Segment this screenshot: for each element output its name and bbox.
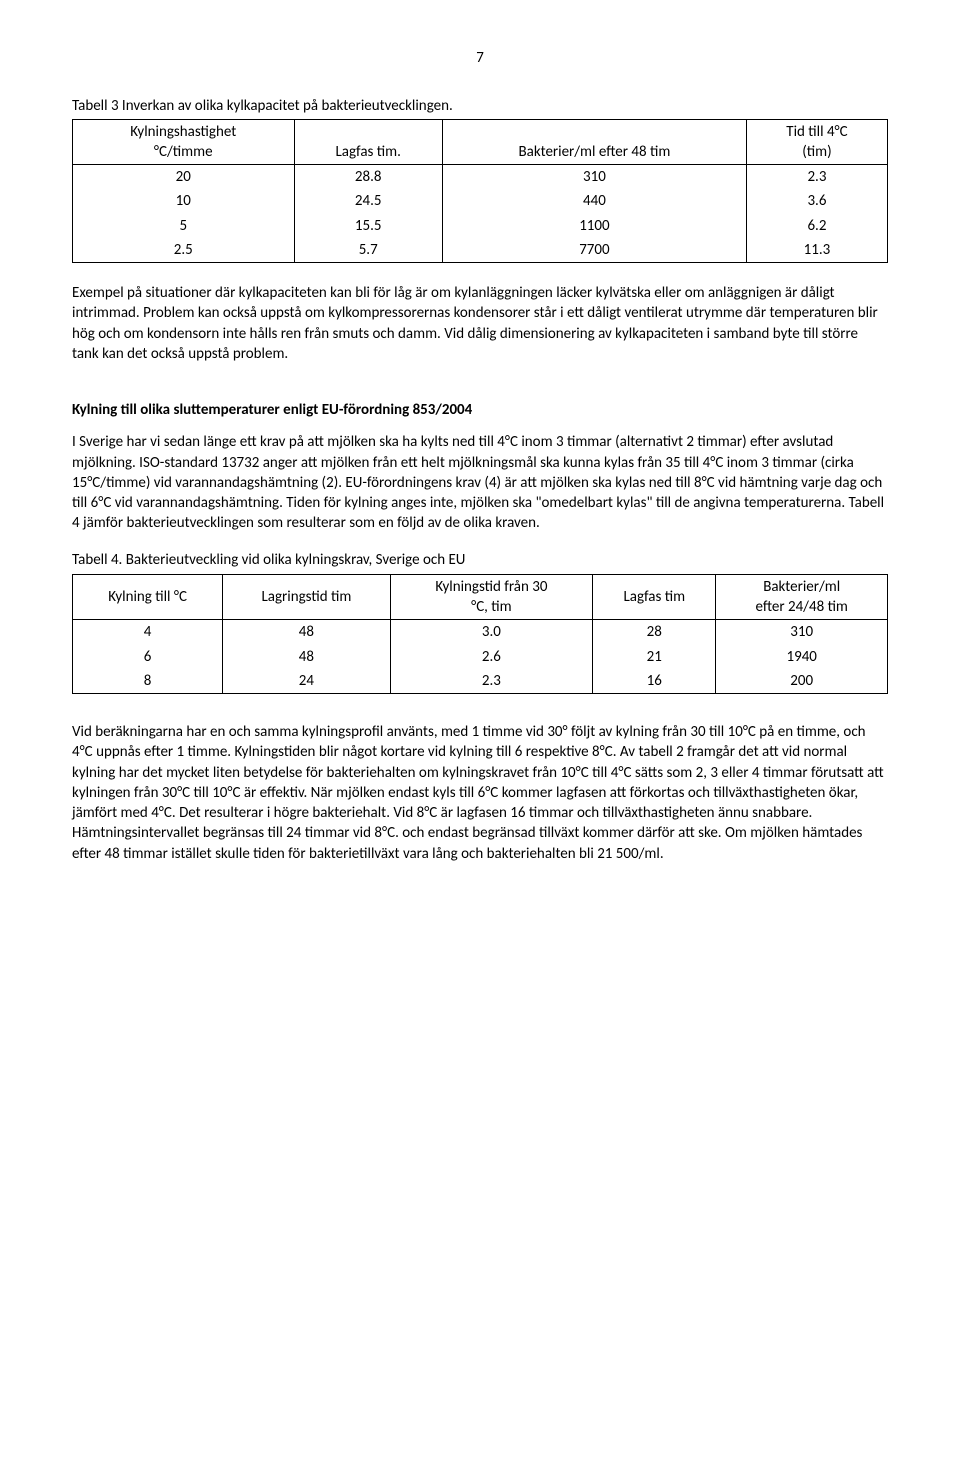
- cell: 20: [73, 165, 295, 190]
- paragraph-2: I Sverige har vi sedan länge ett krav på…: [72, 432, 888, 533]
- cell: 200: [716, 669, 888, 694]
- table-row: 4 48 3.0 28 310: [73, 620, 888, 645]
- table3-col4-l2: (tim): [755, 142, 879, 162]
- table-row: 6 48 2.6 21 1940: [73, 645, 888, 669]
- table4: Kylning till °C Lagringstid tim Kylnings…: [72, 574, 888, 694]
- cell: 28.8: [294, 165, 442, 190]
- cell: 440: [442, 189, 746, 213]
- table4-col3-header: Kylningstid från 30 °C, tim: [390, 574, 592, 620]
- cell: 6.2: [746, 214, 887, 238]
- cell: 2.5: [73, 238, 295, 263]
- table4-col4-header: Lagfas tim: [593, 574, 716, 620]
- cell: 1100: [442, 214, 746, 238]
- cell: 10: [73, 189, 295, 213]
- table4-caption: Tabell 4. Bakterieutveckling vid olika k…: [72, 550, 888, 570]
- table3: Kylningshastighet °C/timme Lagfas tim. B…: [72, 119, 888, 264]
- table-row: 20 28.8 310 2.3: [73, 165, 888, 190]
- table3-col4-header: Tid till 4°C (tim): [746, 119, 887, 165]
- cell: 7700: [442, 238, 746, 263]
- cell: 24: [223, 669, 391, 694]
- cell: 3.6: [746, 189, 887, 213]
- table4-col5-l2: efter 24/48 tim: [724, 597, 879, 617]
- cell: 16: [593, 669, 716, 694]
- table3-col2-header: Lagfas tim.: [294, 119, 442, 165]
- cell: 2.3: [390, 669, 592, 694]
- table3-col1-header: Kylningshastighet °C/timme: [73, 119, 295, 165]
- cell: 15.5: [294, 214, 442, 238]
- table4-col5-l1: Bakterier/ml: [724, 577, 879, 597]
- cell: 8: [73, 669, 223, 694]
- cell: 4: [73, 620, 223, 645]
- table-row: 2.5 5.7 7700 11.3: [73, 238, 888, 263]
- cell: 6: [73, 645, 223, 669]
- table-row: 5 15.5 1100 6.2: [73, 214, 888, 238]
- table-row: 8 24 2.3 16 200: [73, 669, 888, 694]
- table4-col3-l2: °C, tim: [399, 597, 584, 617]
- table3-col4-l1: Tid till 4°C: [755, 122, 879, 142]
- cell: 2.6: [390, 645, 592, 669]
- page-number: 7: [72, 48, 888, 68]
- section-heading: Kylning till olika sluttemperaturer enli…: [72, 400, 888, 420]
- cell: 2.3: [746, 165, 887, 190]
- table4-col3-l1: Kylningstid från 30: [399, 577, 584, 597]
- cell: 310: [716, 620, 888, 645]
- table3-col1-l2: °C/timme: [81, 142, 286, 162]
- cell: 1940: [716, 645, 888, 669]
- table-row: 10 24.5 440 3.6: [73, 189, 888, 213]
- table4-col2-header: Lagringstid tim: [223, 574, 391, 620]
- cell: 3.0: [390, 620, 592, 645]
- paragraph-3: Vid beräkningarna har en och samma kylni…: [72, 722, 888, 864]
- table4-col5-header: Bakterier/ml efter 24/48 tim: [716, 574, 888, 620]
- table4-col1-header: Kylning till °C: [73, 574, 223, 620]
- cell: 5: [73, 214, 295, 238]
- cell: 28: [593, 620, 716, 645]
- cell: 48: [223, 620, 391, 645]
- table3-col1-l1: Kylningshastighet: [81, 122, 286, 142]
- cell: 5.7: [294, 238, 442, 263]
- table3-col3-header: Bakterier/ml efter 48 tim: [442, 119, 746, 165]
- cell: 310: [442, 165, 746, 190]
- cell: 24.5: [294, 189, 442, 213]
- cell: 21: [593, 645, 716, 669]
- cell: 48: [223, 645, 391, 669]
- cell: 11.3: [746, 238, 887, 263]
- table3-caption: Tabell 3 Inverkan av olika kylkapacitet …: [72, 96, 888, 116]
- paragraph-1: Exempel på situationer där kylkapacitete…: [72, 283, 888, 364]
